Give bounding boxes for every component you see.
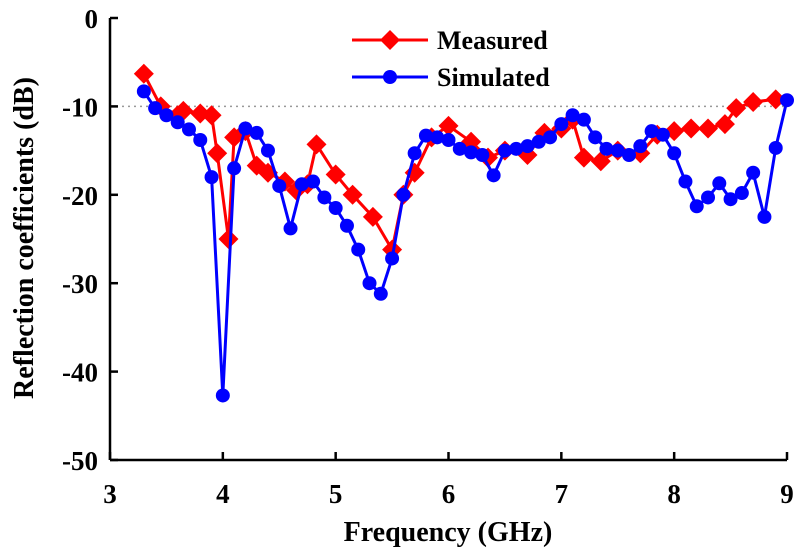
simulated-point bbox=[780, 93, 794, 108]
simulated-point bbox=[610, 143, 625, 158]
y-tick-label: -20 bbox=[62, 181, 98, 211]
x-tick-label: 7 bbox=[555, 479, 569, 509]
simulated-point bbox=[520, 139, 535, 154]
measured-point bbox=[681, 118, 702, 139]
simulated-point bbox=[385, 251, 400, 266]
simulated-point bbox=[644, 124, 659, 139]
simulated-point bbox=[497, 143, 512, 158]
simulated-point bbox=[407, 146, 422, 161]
simulated-point bbox=[148, 101, 163, 116]
simulated-point bbox=[362, 276, 377, 291]
simulated-point bbox=[227, 161, 242, 176]
y-tick-label: -10 bbox=[62, 92, 98, 122]
simulated-point bbox=[283, 221, 298, 236]
measured-point bbox=[765, 89, 786, 110]
simulated-point bbox=[622, 148, 637, 163]
legend: Measured Simulated bbox=[352, 26, 550, 92]
simulated-point bbox=[339, 218, 354, 233]
simulated-point bbox=[159, 108, 174, 123]
measured-series-line bbox=[142, 73, 776, 252]
simulated-point bbox=[136, 84, 151, 99]
measured-point bbox=[325, 164, 346, 185]
measured-point bbox=[133, 63, 154, 84]
x-tick-label: 9 bbox=[780, 479, 794, 509]
simulated-point bbox=[475, 148, 490, 163]
simulated-point bbox=[678, 174, 693, 189]
simulated-point bbox=[509, 141, 524, 156]
simulated-point bbox=[260, 143, 275, 158]
simulated-point bbox=[238, 121, 253, 136]
simulated-point bbox=[328, 201, 343, 216]
measured-point bbox=[714, 114, 735, 135]
simulated-point bbox=[712, 176, 727, 191]
simulated-point bbox=[565, 108, 580, 123]
simulated-point bbox=[373, 286, 388, 301]
simulated-point bbox=[757, 209, 772, 224]
simulated-point bbox=[701, 190, 716, 205]
simulated-point bbox=[633, 139, 648, 154]
x-tick-label: 3 bbox=[103, 479, 117, 509]
plot-layer bbox=[110, 63, 794, 403]
simulated-point bbox=[249, 125, 264, 140]
simulated-point bbox=[543, 130, 558, 145]
measured-point bbox=[573, 147, 594, 168]
simulated-point bbox=[441, 132, 456, 147]
y-tick-label: -30 bbox=[62, 269, 98, 299]
simulated-point bbox=[272, 178, 287, 193]
simulated-point bbox=[689, 199, 704, 214]
simulated-point bbox=[768, 140, 783, 155]
measured-point bbox=[726, 98, 747, 119]
legend-measured-marker bbox=[380, 30, 400, 50]
measured-point bbox=[201, 105, 222, 126]
x-axis-title: Frequency (GHz) bbox=[344, 517, 553, 548]
simulated-point bbox=[746, 165, 761, 180]
simulated-point bbox=[351, 242, 366, 257]
simulated-point bbox=[306, 174, 321, 189]
simulated-point bbox=[396, 187, 411, 202]
measured-point bbox=[207, 143, 228, 164]
simulated-point bbox=[576, 112, 591, 127]
measured-point bbox=[590, 151, 611, 172]
simulated-point bbox=[588, 130, 603, 145]
measured-point bbox=[698, 118, 719, 139]
simulated-point bbox=[734, 186, 749, 201]
measured-point bbox=[438, 115, 459, 136]
simulated-point bbox=[599, 141, 614, 156]
simulated-point bbox=[486, 168, 501, 183]
legend-simulated-marker bbox=[383, 70, 397, 84]
measured-point bbox=[342, 184, 363, 205]
simulated-point bbox=[452, 141, 467, 156]
simulated-point bbox=[170, 115, 185, 130]
axis-layer: 3 4 5 6 7 8 9 0 -10 -20 -30 -40 -50 bbox=[62, 4, 794, 509]
y-tick-label: -40 bbox=[62, 358, 98, 388]
simulated-point bbox=[418, 128, 433, 143]
x-tick-label: 8 bbox=[667, 479, 681, 509]
y-tick-label: -50 bbox=[62, 446, 98, 476]
simulated-point bbox=[531, 134, 546, 149]
simulated-point bbox=[554, 117, 569, 132]
simulated-point bbox=[723, 192, 738, 207]
simulated-point bbox=[667, 146, 682, 161]
y-axis-title: Reflection coefficients (dB) bbox=[9, 77, 40, 399]
measured-point bbox=[743, 91, 764, 112]
simulated-point bbox=[464, 145, 479, 160]
simulated-point bbox=[430, 130, 445, 145]
y-tick-label: 0 bbox=[85, 4, 99, 34]
legend-measured-label: Measured bbox=[437, 26, 548, 55]
simulated-point bbox=[655, 127, 670, 142]
x-tick-label: 6 bbox=[442, 479, 456, 509]
simulated-point bbox=[215, 388, 230, 403]
simulated-point bbox=[204, 170, 219, 185]
simulated-point bbox=[317, 190, 332, 205]
measured-point bbox=[306, 134, 327, 155]
x-tick-label: 4 bbox=[216, 479, 230, 509]
simulated-point bbox=[181, 122, 196, 137]
simulated-point bbox=[294, 177, 309, 192]
legend-simulated-label: Simulated bbox=[437, 63, 550, 92]
simulated-point bbox=[193, 132, 208, 147]
measured-point bbox=[218, 229, 239, 249]
x-tick-label: 5 bbox=[329, 479, 343, 509]
measured-point bbox=[362, 206, 383, 227]
